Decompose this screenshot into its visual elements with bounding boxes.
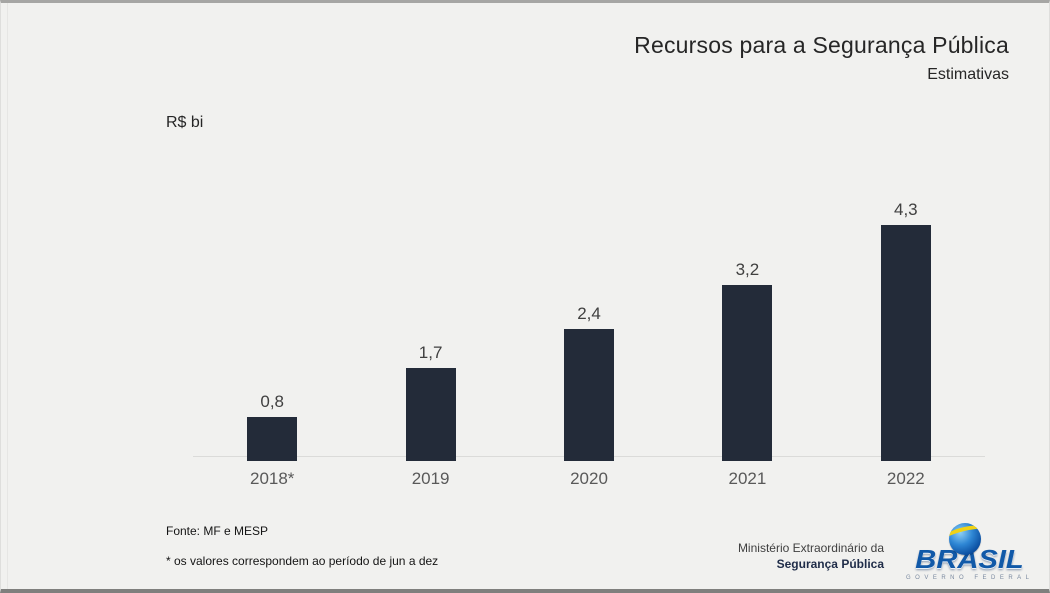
bar-column-2020: 2,4: [510, 158, 668, 461]
y-axis-unit-label: R$ bi: [166, 114, 204, 131]
globe-icon: [949, 523, 981, 555]
source-note: Fonte: MF e MESP: [166, 524, 269, 538]
bar-value-label: 0,8: [260, 392, 285, 411]
chart-title: Recursos para a Segurança Pública: [634, 32, 1009, 58]
bar-column-2021: 3,2: [668, 158, 826, 461]
chart-subtitle: Estimativas: [927, 66, 1009, 83]
category-label-2018: 2018*: [249, 469, 295, 488]
bar-value-label: 4,3: [894, 199, 918, 219]
logo-tagline-text: GOVERNO FEDERAL: [906, 575, 1034, 581]
brasil-governo-federal-logo: BRASIL GOVERNO FEDERAL: [906, 523, 1033, 581]
category-label-2021: 2021: [728, 469, 767, 488]
title-block: Recursos para a Segurança Pública Estima…: [634, 32, 1009, 84]
bar-2022: [880, 224, 931, 461]
category-label-2019: 2019: [411, 469, 450, 488]
bar-chart-columns: 0,8 1,7 2,4 3,2 4,3: [193, 158, 985, 461]
ministry-line1: Ministério Extraordinário da: [737, 541, 884, 555]
bar-column-2019: 1,7: [351, 158, 509, 461]
ministry-name: Ministério Extraordinário da Segurança P…: [738, 540, 884, 572]
asterisk-note: * os valores correspondem ao período de …: [166, 554, 439, 568]
category-label-2022: 2022: [886, 469, 925, 488]
bar-value-label: 2,4: [577, 304, 601, 323]
ministry-line2: Segurança Pública: [776, 557, 884, 571]
bar-column-2022: 4,3: [827, 158, 985, 461]
bar-2020: [564, 329, 615, 461]
bar-2019: [405, 367, 456, 461]
bar-column-2018: 0,8: [193, 158, 351, 461]
bar-value-label: 3,2: [735, 260, 760, 279]
bar-2021: [722, 285, 773, 461]
category-axis: 2018* 2019 2020 2021 2022: [193, 469, 985, 489]
globe-yellow-band: [949, 523, 981, 555]
bar-2018: [247, 417, 298, 461]
bar-value-label: 1,7: [418, 342, 443, 362]
bar-chart: 0,8 1,7 2,4 3,2 4,3: [193, 158, 985, 461]
category-label-2020: 2020: [570, 469, 608, 488]
